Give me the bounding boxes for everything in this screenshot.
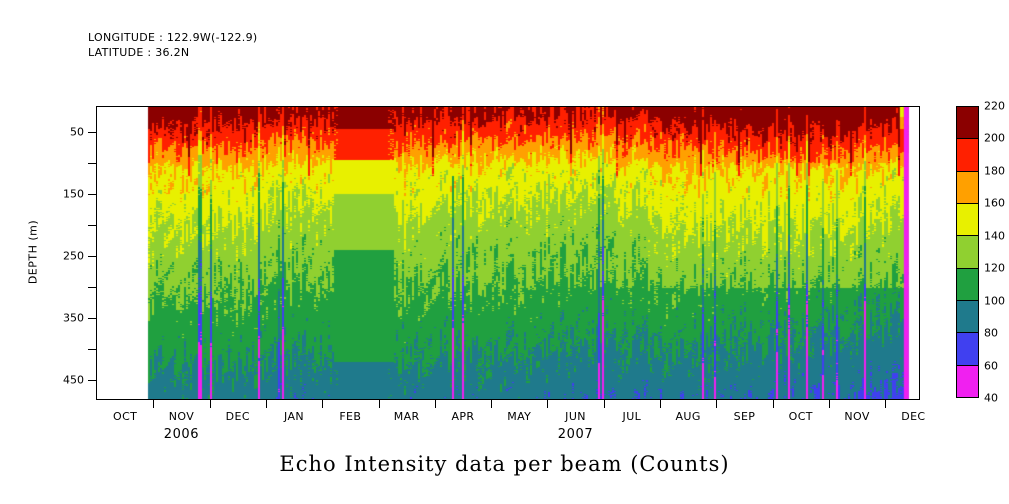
y-axis-tick-label: 150 [63,187,84,201]
x-axis-tick [153,399,155,408]
x-axis-tick [828,399,830,408]
colorbar [956,106,979,398]
x-axis-tick [660,399,661,408]
x-axis-month-label: JUL [622,410,642,423]
x-axis-tick [547,399,549,408]
colorbar-band [957,107,978,140]
longitude-text: LONGITUDE : 122.9W(-122.9) [88,31,258,44]
y-axis-tick [88,380,97,382]
x-axis-tick [378,399,380,408]
x-axis-tick [322,399,324,408]
x-axis-month-label: OCT [788,410,813,423]
colorbar-tick-label: 180 [984,164,1005,178]
y-axis-tick [88,349,97,351]
x-axis-month-label: JUN [565,410,586,423]
heatmap-plot-area: 50 150 250 350 450 OCT NOV DEC JAN FEB MAR APR MAY JU… [63,106,925,442]
y-axis-tick-label: 450 [63,373,84,387]
x-axis-month-label: AUG [675,410,701,423]
x-axis-tick [772,399,774,408]
colorbar-tick-label: 160 [984,196,1005,210]
colorbar-tick-label: 80 [984,326,998,340]
x-axis-month-label: FEB [339,410,362,423]
colorbar-band [957,203,978,237]
colorbar-tick-label: 60 [984,359,998,373]
y-axis-tick-label: 50 [70,125,84,139]
x-axis-month-label: MAY [507,410,532,423]
colorbar-tick-label: 120 [984,261,1005,275]
x-axis-year-label: 2006 [163,427,200,442]
y-axis-tick [88,287,97,289]
x-axis-month-label: DEC [901,410,926,423]
y-axis-tick-label: 250 [63,249,84,263]
colorbar-band [957,268,978,301]
x-axis-month-label: NOV [844,410,870,423]
echo-intensity-heatmap [97,107,919,399]
x-axis-tick [603,399,605,408]
y-axis-tick [88,318,97,320]
x-axis-tick [885,399,887,408]
x-axis-tick [491,399,493,408]
latitude-text: LATITUDE : 36.2N [88,46,190,59]
station-coordinates: LONGITUDE : 122.9W(-122.9) LATITUDE : 36… [88,30,258,60]
y-axis-tick [88,256,97,258]
colorbar-band [957,300,978,334]
colorbar-band [957,333,978,366]
x-axis-month-label: MAR [393,410,420,423]
x-axis-month-label: APR [451,410,475,423]
colorbar-band [957,365,978,397]
y-axis-tick-label: 350 [63,311,84,325]
colorbar-band [957,236,978,269]
x-axis-tick [209,399,211,408]
y-axis-tick [88,131,97,133]
x-axis-month-label: DEC [225,410,250,423]
y-axis-tick [88,162,97,164]
x-axis-month-label: NOV [168,410,195,423]
colorbar-band [957,171,978,204]
y-axis-tick [88,225,97,227]
colorbar-band [957,139,978,172]
x-axis-year-label: 2007 [557,427,594,442]
y-axis-title: DEPTH (m) [26,219,40,285]
colorbar-tick-label: 220 [984,99,1005,113]
colorbar-tick-label: 40 [984,391,998,405]
colorbar-tick-label: 100 [984,294,1005,308]
colorbar-tick-label: 200 [984,131,1005,145]
figure-title: Echo Intensity data per beam (Counts) [279,452,730,476]
x-axis-tick [265,399,267,408]
x-axis-tick [716,399,718,408]
x-axis-tick [434,399,436,408]
x-axis-month-label: SEP [733,410,756,423]
colorbar-tick-label: 140 [984,229,1005,243]
x-axis-month-label: JAN [284,410,305,423]
y-axis-tick [88,193,97,195]
x-axis-month-label: OCT [113,410,138,423]
